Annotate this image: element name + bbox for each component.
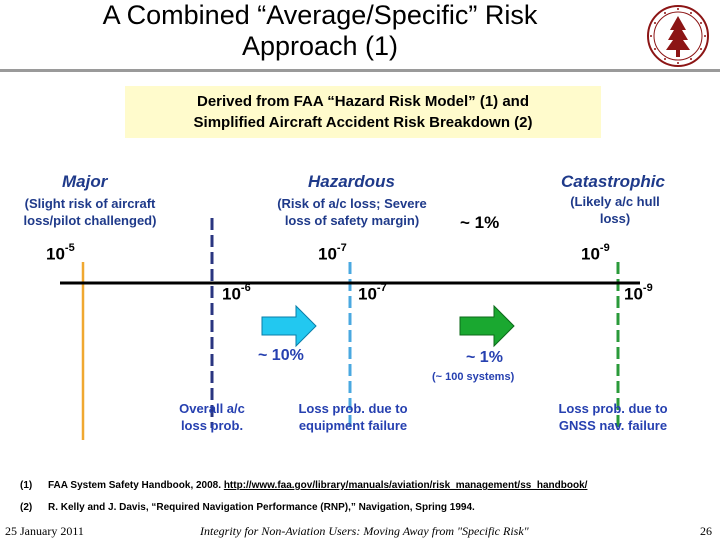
gnss-caption-line-2: GNSS nav. failure — [558, 418, 668, 433]
overall-caption-line-1: Overall a/c — [179, 401, 245, 416]
hazardous-probability-base: 10 — [318, 244, 337, 264]
page-number: 26 — [700, 524, 712, 538]
severity-catastrophic-label: Catastrophic — [561, 172, 665, 191]
catastrophic-probability-exponent: -9 — [599, 242, 610, 254]
reference-1: FAA System Safety Handbook, 2008. http:/… — [48, 480, 718, 491]
major-desc-line-1: (Slight risk of aircraft — [24, 196, 156, 211]
handbook-link[interactable]: http://www.faa.gov/library/manuals/aviat… — [223, 480, 588, 491]
gnss-loss-probability: 10-9 — [624, 282, 653, 305]
major-probability: 10-5 — [46, 242, 75, 265]
overall-caption: Overall a/c loss prob. — [160, 400, 264, 434]
equipment-probability-base: 10 — [358, 284, 377, 304]
catastrophic-desc-line-1: (Likely a/c hull — [570, 194, 660, 209]
arrow-right-icon — [261, 304, 317, 348]
systems-note: (~ 100 systems) — [432, 371, 515, 383]
hazardous-desc-line-2: loss of safety margin) — [284, 213, 420, 228]
equipment-probability-exponent: -7 — [376, 282, 387, 294]
callout-line-2: Simplified Aircraft Accident Risk Breakd… — [193, 114, 533, 131]
title-line-2: Approach (1) — [241, 31, 399, 61]
reference-1-text: FAA System Safety Handbook, 2008. — [48, 480, 222, 491]
gnss-caption-line-1: Loss prob. due to — [558, 401, 668, 416]
equipment-loss-probability: 10-7 — [358, 282, 387, 305]
university-seal-logo — [647, 5, 709, 67]
title-line-1: A Combined “Average/Specific” Risk — [102, 0, 538, 30]
source-callout: Derived from FAA “Hazard Risk Model” (1)… — [125, 86, 601, 138]
page-title: A Combined “Average/Specific” Risk Appro… — [0, 0, 640, 62]
equipment-caption-line-2: equipment failure — [298, 418, 408, 433]
severity-major-description: (Slight risk of aircraft loss/pilot chal… — [5, 195, 175, 229]
overall-probability-exponent: -6 — [240, 282, 251, 294]
reference-2-text: R. Kelly and J. Davis, “Required Navigat… — [48, 502, 475, 513]
major-desc-line-2: loss/pilot challenged) — [23, 213, 157, 228]
arrow-right-icon — [459, 304, 515, 348]
callout-line-1: Derived from FAA “Hazard Risk Model” (1)… — [196, 93, 529, 110]
major-probability-exponent: -5 — [64, 242, 75, 254]
overall-loss-probability: 10-6 — [222, 282, 251, 305]
hazardous-desc-line-1: (Risk of a/c loss; Severe — [277, 196, 427, 211]
reference-2-number: (2) — [20, 502, 33, 513]
gnss-probability-base: 10 — [624, 284, 643, 304]
footer-date: 25 January 2011 — [5, 524, 84, 538]
gnss-fraction-label: ~ 1% — [466, 349, 503, 366]
equipment-caption-line-1: Loss prob. due to — [298, 401, 408, 416]
severity-catastrophic-description: (Likely a/c hull loss) — [555, 193, 675, 227]
severity-major-label: Major — [62, 172, 108, 191]
hazardous-probability-exponent: -7 — [336, 242, 347, 254]
equipment-fraction-label: ~ 10% — [258, 347, 304, 364]
gnss-probability-exponent: -9 — [642, 282, 653, 294]
footer-subtitle: Integrity for Non-Aviation Users: Moving… — [200, 524, 529, 538]
catastrophic-fraction-label: ~ 1% — [460, 213, 500, 232]
severity-hazardous-label: Hazardous — [308, 172, 395, 191]
hazardous-probability: 10-7 — [318, 242, 347, 265]
overall-probability-base: 10 — [222, 284, 241, 304]
overall-caption-line-2: loss prob. — [180, 418, 244, 433]
equipment-caption: Loss prob. due to equipment failure — [276, 400, 430, 434]
catastrophic-probability: 10-9 — [581, 242, 610, 265]
catastrophic-probability-base: 10 — [581, 244, 600, 264]
reference-1-number: (1) — [20, 480, 33, 491]
major-probability-base: 10 — [46, 244, 65, 264]
gnss-caption: Loss prob. due to GNSS nav. failure — [540, 400, 686, 434]
catastrophic-desc-line-2: loss) — [599, 211, 631, 226]
severity-hazardous-description: (Risk of a/c loss; Severe loss of safety… — [262, 195, 442, 229]
title-divider — [0, 69, 720, 72]
